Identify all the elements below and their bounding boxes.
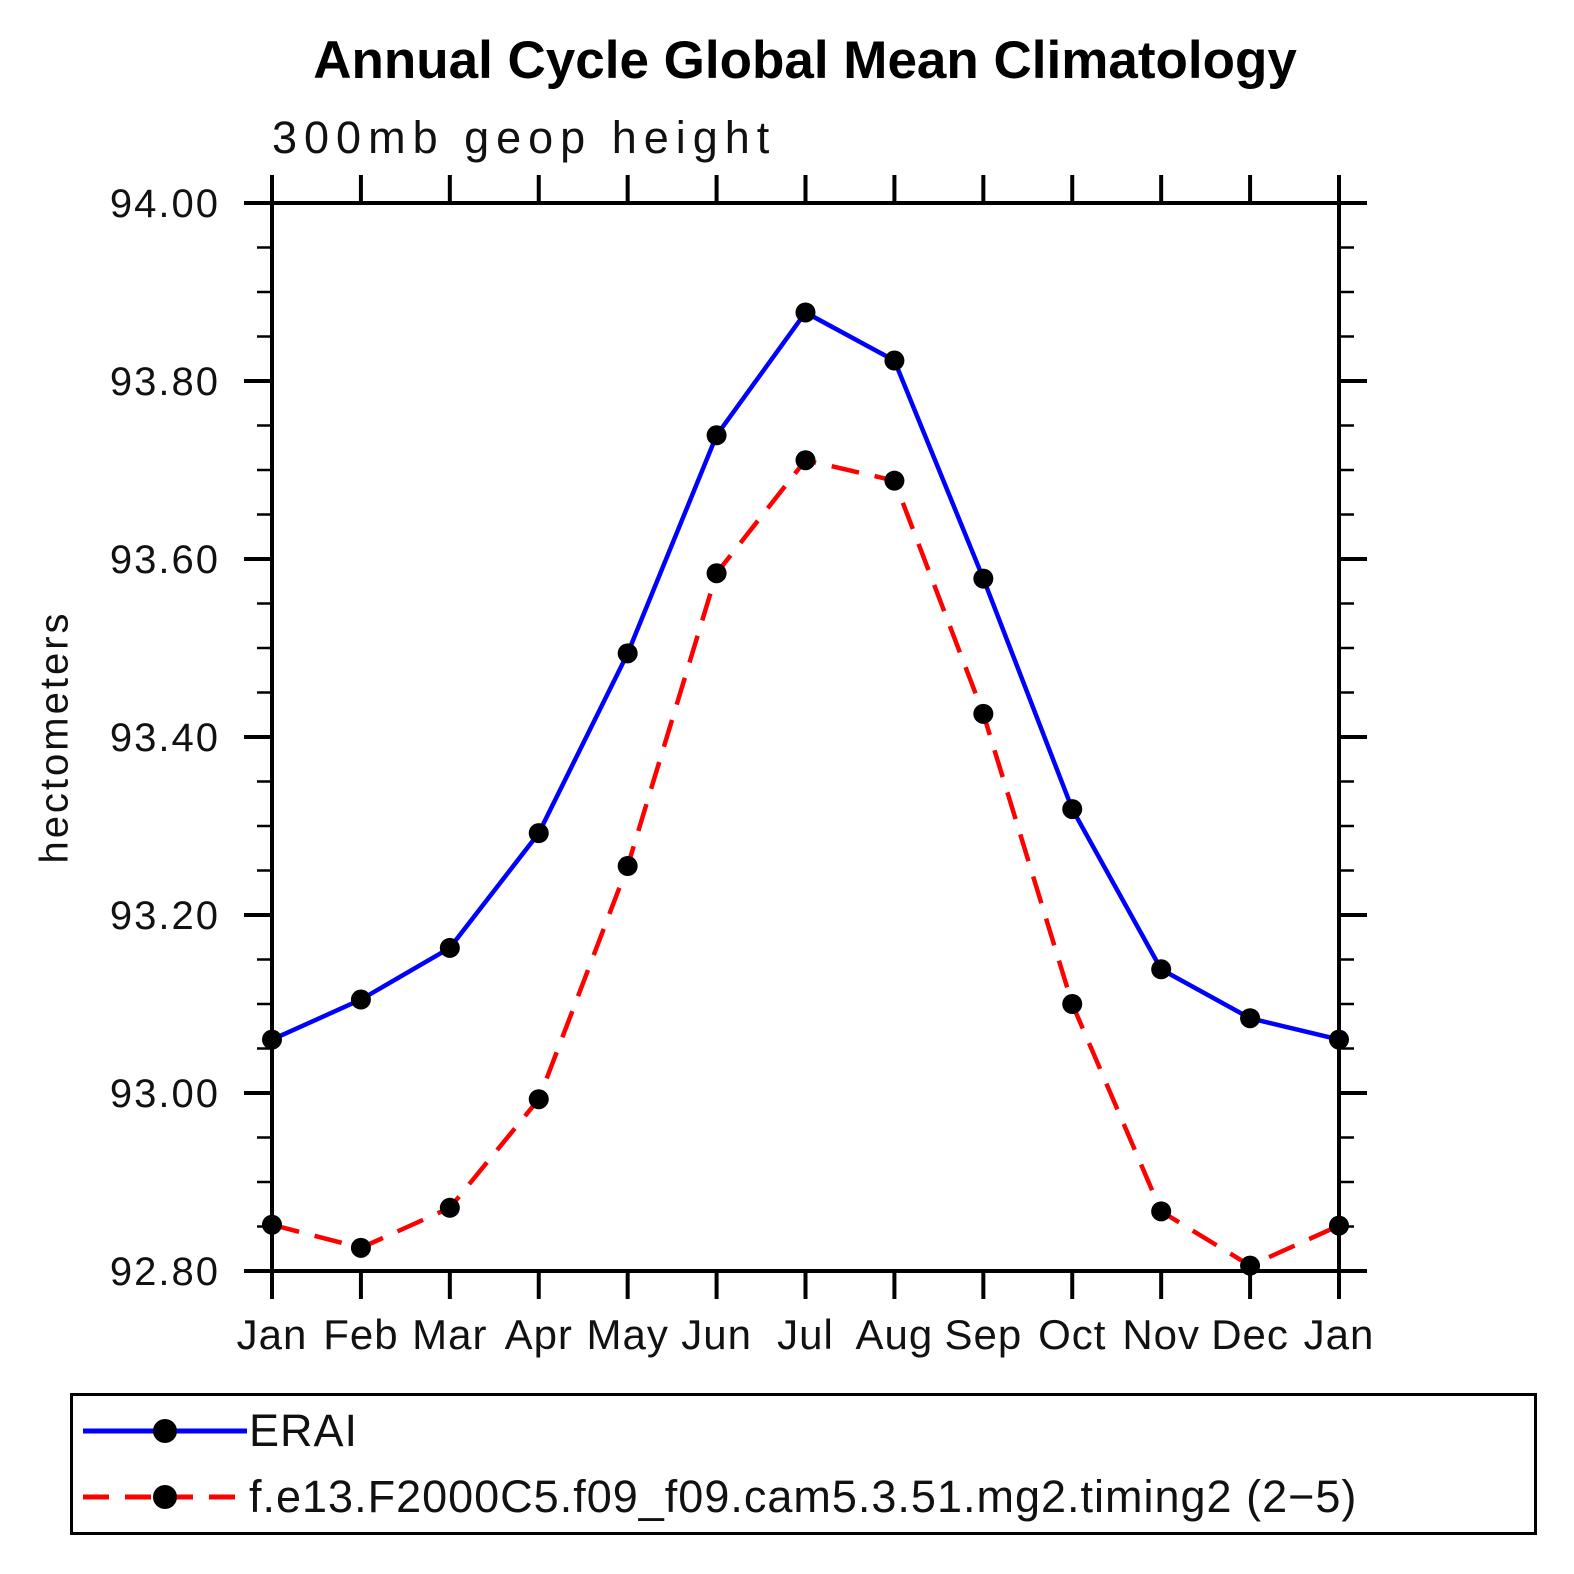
x-tick-label: Aug: [856, 1311, 934, 1358]
data-point: [884, 470, 905, 491]
x-tick-label: Mar: [412, 1311, 487, 1358]
x-tick-label: Nov: [1122, 1311, 1200, 1358]
data-point: [706, 425, 727, 446]
data-point: [1329, 1029, 1349, 1050]
data-point: [262, 1214, 282, 1235]
x-tick-label: Apr: [505, 1311, 573, 1358]
data-point: [617, 643, 638, 664]
data-point: [1062, 799, 1083, 820]
y-tick-label: 93.00: [110, 1072, 220, 1116]
y-tick-label: 93.80: [110, 360, 220, 404]
data-point: [1151, 959, 1172, 980]
data-point: [884, 350, 905, 371]
data-point: [706, 563, 727, 584]
x-tick-label: Jan: [237, 1311, 308, 1358]
x-tick-label: May: [586, 1311, 668, 1358]
x-tick-label: Jun: [681, 1311, 752, 1358]
y-tick-label: 93.20: [110, 894, 220, 938]
legend-sample-erai-line: [83, 1419, 247, 1443]
x-tick-label: Sep: [944, 1311, 1022, 1358]
legend: ERAI f.e13.F2000C5.f09_f09.cam5.3.51.mg2…: [70, 1393, 1537, 1535]
x-axis-ticks: Jan Feb Mar Apr May Jun Jul Aug Sep Oct Nov Dec Jan: [237, 175, 1375, 1358]
legend-label-erai: ERAI: [249, 1405, 359, 1456]
plot-frame: [270, 201, 1341, 1273]
y-axis-ticks: 92.80 93.00 93.20 93.40 93.60 93.80 94.00: [110, 182, 1367, 1294]
data-point: [1151, 1201, 1172, 1222]
y-tick-label: 94.00: [110, 182, 220, 226]
data-point: [617, 856, 638, 877]
y-tick-label: 92.80: [110, 1250, 220, 1294]
data-point: [350, 1237, 371, 1258]
legend-item-erai: ERAI: [73, 1401, 1534, 1461]
data-point: [262, 1029, 282, 1050]
x-tick-label: Dec: [1211, 1311, 1289, 1358]
legend-marker-dot: [153, 1485, 177, 1509]
series-line-model: [271, 457, 1340, 1269]
series-markers-model: [262, 450, 1349, 1276]
x-tick-label: Feb: [323, 1311, 398, 1358]
legend-marker-dot: [153, 1419, 177, 1443]
data-point: [1329, 1215, 1349, 1236]
data-point: [795, 450, 816, 471]
chart-subtitle: 300mb geop height: [272, 112, 777, 163]
legend-item-model: f.e13.F2000C5.f09_f09.cam5.3.51.mg2.timi…: [73, 1467, 1534, 1527]
data-point: [439, 1197, 460, 1218]
y-tick-label: 93.40: [110, 716, 220, 760]
data-point: [350, 989, 371, 1010]
x-tick-label: Jan: [1304, 1311, 1375, 1358]
y-tick-label: 93.60: [110, 538, 220, 582]
data-point: [1062, 994, 1083, 1014]
x-tick-label: Jul: [777, 1311, 834, 1358]
series-markers-erai: [262, 302, 1349, 1050]
x-tick-label: Oct: [1038, 1311, 1106, 1358]
chart-title: Annual Cycle Global Mean Climatology: [313, 31, 1297, 90]
data-point: [795, 302, 816, 323]
data-point: [528, 1089, 549, 1110]
legend-sample-model-line: [83, 1485, 247, 1509]
data-point: [1240, 1008, 1261, 1029]
series-line-erai: [271, 309, 1340, 1042]
data-point: [973, 568, 994, 589]
data-point: [973, 703, 994, 724]
data-point: [528, 823, 549, 844]
data-point: [439, 937, 460, 958]
data-point: [1240, 1255, 1261, 1276]
legend-label-model: f.e13.F2000C5.f09_f09.cam5.3.51.mg2.timi…: [249, 1471, 1358, 1522]
